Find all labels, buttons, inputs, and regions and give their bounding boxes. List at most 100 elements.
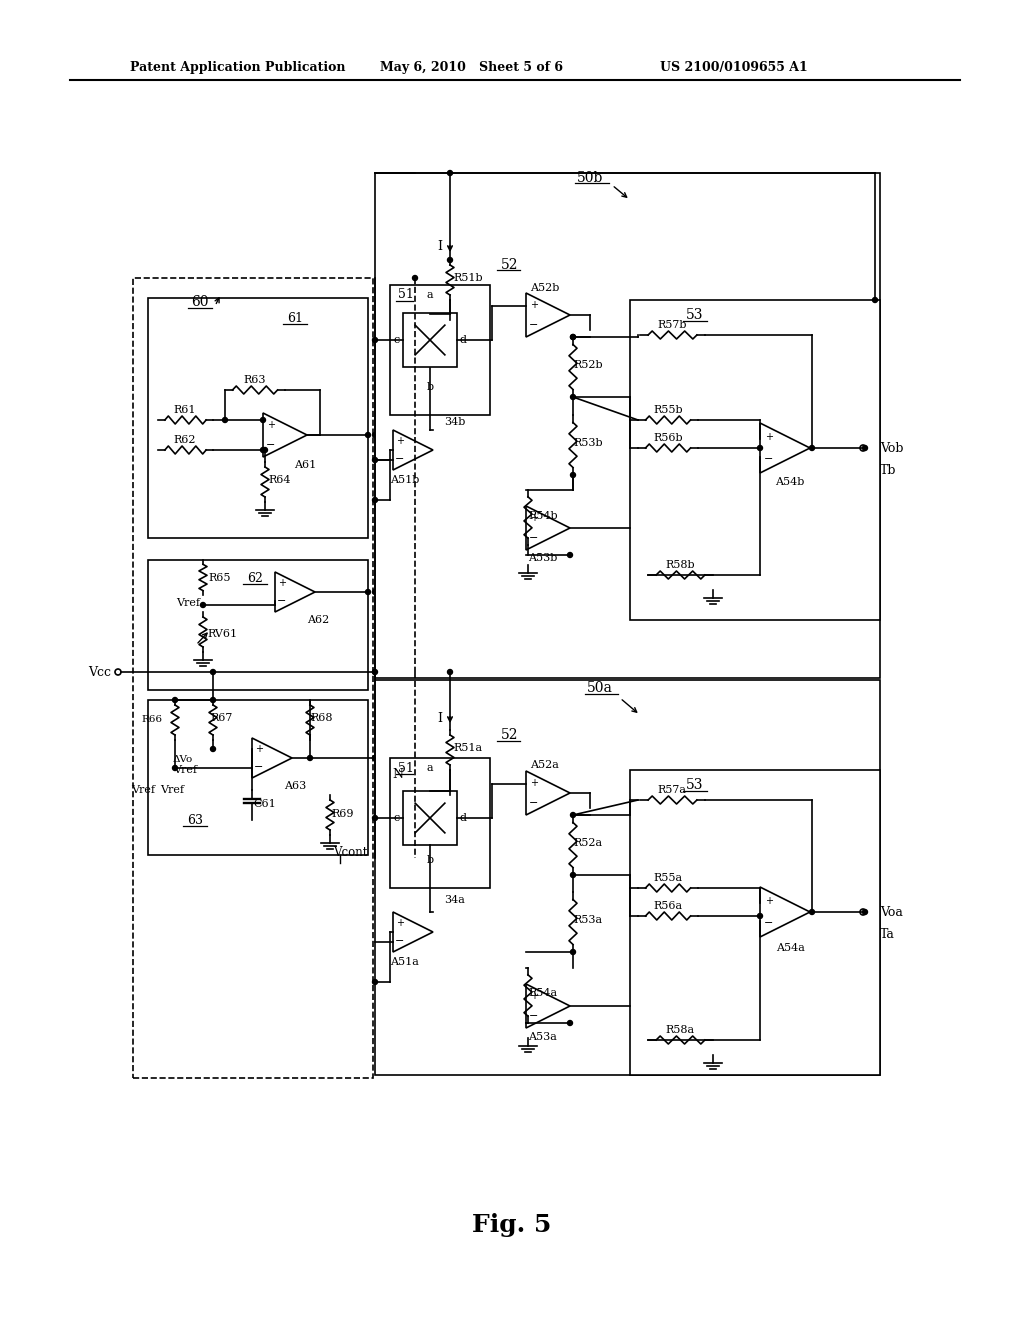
- Circle shape: [570, 813, 575, 817]
- Text: A51a: A51a: [390, 957, 420, 968]
- Text: Vcont: Vcont: [333, 846, 368, 858]
- Text: R53b: R53b: [573, 438, 603, 447]
- Text: +: +: [278, 578, 286, 587]
- Circle shape: [570, 334, 575, 339]
- Circle shape: [366, 433, 371, 437]
- Bar: [133, 279, 373, 1078]
- Text: Vob: Vob: [880, 441, 903, 454]
- Text: A61: A61: [294, 459, 316, 470]
- Text: −: −: [395, 936, 404, 946]
- Circle shape: [447, 792, 453, 797]
- Text: R57b: R57b: [657, 319, 687, 330]
- Circle shape: [373, 433, 378, 437]
- Text: Vcc: Vcc: [88, 665, 112, 678]
- Text: −: −: [529, 1011, 539, 1020]
- Text: R67: R67: [211, 713, 233, 723]
- Text: US 2100/0109655 A1: US 2100/0109655 A1: [660, 61, 808, 74]
- Circle shape: [373, 338, 378, 342]
- Bar: [148, 560, 368, 690]
- Text: +: +: [396, 436, 404, 446]
- Text: +: +: [529, 777, 538, 788]
- Text: d: d: [460, 813, 467, 822]
- Bar: [390, 758, 490, 888]
- Text: A54a: A54a: [775, 942, 805, 953]
- Text: Vref: Vref: [173, 766, 197, 775]
- Text: A54b: A54b: [775, 477, 805, 487]
- Text: Voa: Voa: [880, 906, 903, 919]
- Text: A63: A63: [284, 781, 306, 791]
- Text: R53a: R53a: [573, 915, 602, 925]
- Bar: [403, 791, 457, 845]
- Circle shape: [172, 766, 177, 771]
- Text: RV61: RV61: [207, 630, 238, 639]
- Text: +: +: [266, 420, 274, 430]
- Text: Patent Application Publication: Patent Application Publication: [130, 61, 345, 74]
- Circle shape: [567, 553, 572, 557]
- Text: C61: C61: [254, 799, 276, 809]
- Text: −: −: [529, 533, 539, 543]
- Text: R56b: R56b: [653, 433, 683, 444]
- Circle shape: [373, 669, 378, 675]
- Text: 34b: 34b: [444, 417, 466, 426]
- Text: A53a: A53a: [528, 1032, 557, 1041]
- Text: R62: R62: [174, 436, 197, 445]
- Text: R64: R64: [268, 475, 291, 484]
- Circle shape: [570, 473, 575, 478]
- Text: 50a: 50a: [587, 681, 613, 696]
- Text: 50b: 50b: [577, 172, 603, 185]
- Text: N: N: [392, 768, 403, 781]
- Circle shape: [862, 446, 867, 450]
- Text: May 6, 2010   Sheet 5 of 6: May 6, 2010 Sheet 5 of 6: [380, 61, 563, 74]
- Text: −: −: [529, 797, 539, 808]
- Text: Fig. 5: Fig. 5: [472, 1213, 552, 1237]
- Text: 63: 63: [187, 813, 203, 826]
- Text: R52b: R52b: [573, 360, 603, 370]
- Text: R51a: R51a: [454, 743, 482, 752]
- Circle shape: [570, 949, 575, 954]
- Text: +: +: [765, 896, 773, 906]
- Circle shape: [172, 697, 177, 702]
- Text: −: −: [764, 454, 773, 465]
- Circle shape: [262, 447, 267, 453]
- Text: 51: 51: [398, 289, 414, 301]
- Text: b: b: [426, 855, 433, 865]
- Text: −: −: [266, 440, 275, 450]
- Circle shape: [862, 909, 867, 915]
- Text: +: +: [396, 917, 404, 928]
- Text: R51b: R51b: [454, 273, 482, 282]
- Bar: [630, 300, 880, 620]
- Circle shape: [570, 873, 575, 878]
- Circle shape: [810, 909, 814, 915]
- Text: R56a: R56a: [653, 902, 683, 911]
- Circle shape: [373, 669, 378, 675]
- Circle shape: [758, 446, 763, 450]
- Text: 52: 52: [502, 257, 519, 272]
- Circle shape: [810, 446, 814, 450]
- Circle shape: [373, 498, 378, 503]
- Text: 34a: 34a: [444, 895, 466, 906]
- Text: R68: R68: [310, 713, 333, 723]
- Text: 60: 60: [191, 294, 209, 309]
- Circle shape: [413, 276, 418, 281]
- Circle shape: [447, 170, 453, 176]
- Text: −: −: [529, 319, 539, 330]
- Text: A53b: A53b: [528, 553, 558, 564]
- Circle shape: [373, 590, 378, 594]
- Circle shape: [366, 590, 371, 594]
- Text: R57a: R57a: [657, 785, 686, 795]
- Text: +: +: [529, 513, 538, 523]
- Text: R65: R65: [209, 573, 231, 583]
- Text: 62: 62: [247, 572, 263, 585]
- Text: A62: A62: [307, 615, 329, 624]
- Text: 51: 51: [398, 762, 414, 775]
- Bar: [375, 680, 880, 1074]
- Text: R61: R61: [174, 405, 197, 414]
- Text: +: +: [255, 744, 263, 754]
- Text: b: b: [426, 381, 433, 392]
- Text: R54a: R54a: [528, 987, 557, 998]
- Text: ΔVo: ΔVo: [173, 755, 193, 764]
- Circle shape: [211, 669, 215, 675]
- Circle shape: [373, 755, 378, 760]
- Text: Ta: Ta: [880, 928, 895, 941]
- Text: R55b: R55b: [653, 405, 683, 414]
